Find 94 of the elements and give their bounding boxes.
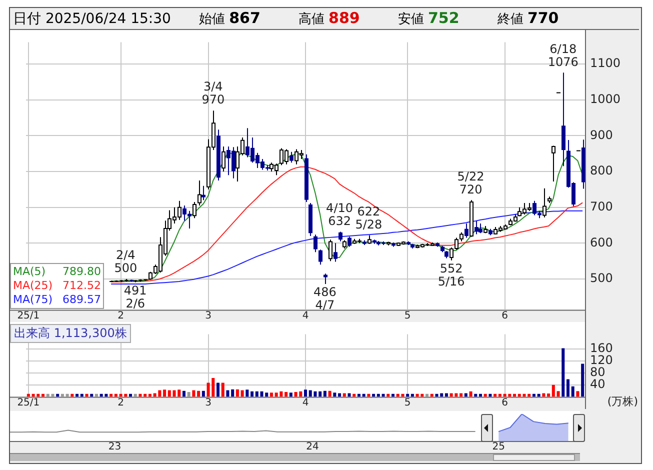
bar bbox=[216, 382, 220, 397]
series-label: MA(25) 712.52 bbox=[13, 279, 101, 293]
y-tick-label: 1100 bbox=[590, 56, 621, 70]
candlestick bbox=[464, 222, 469, 238]
x-tick-label: 6 bbox=[502, 310, 508, 322]
candlestick bbox=[333, 242, 338, 262]
x-tick-label: 6 bbox=[502, 397, 508, 408]
x-tick-label: 25/1 bbox=[17, 397, 40, 408]
bar bbox=[342, 393, 346, 397]
y-tick-label: 40 bbox=[590, 377, 606, 391]
annotation: 5/22 720 bbox=[457, 169, 484, 196]
annotation: 491 2/6 bbox=[124, 283, 147, 310]
text: MA(5) 789.80 bbox=[13, 265, 101, 278]
annotation: 6/18 1076 bbox=[548, 42, 578, 69]
bar bbox=[304, 390, 308, 397]
x-tick-label: 3 bbox=[205, 397, 212, 408]
bar bbox=[460, 393, 463, 397]
bar bbox=[202, 390, 205, 397]
bar bbox=[571, 386, 574, 397]
y-tick-label: 160 bbox=[590, 341, 613, 356]
bar bbox=[284, 392, 288, 397]
x-tick-label: 5 bbox=[404, 310, 411, 322]
y-tick-label: 600 bbox=[590, 235, 613, 250]
bar bbox=[547, 394, 550, 397]
bar bbox=[289, 392, 292, 397]
candlestick bbox=[318, 249, 323, 266]
bar bbox=[231, 389, 234, 397]
annotation: 552 5/16 bbox=[438, 261, 465, 288]
annotation: 486 4/7 bbox=[313, 285, 336, 312]
bar bbox=[240, 390, 244, 397]
bar bbox=[333, 392, 336, 397]
x-tick-label: 3 bbox=[205, 310, 212, 322]
text: 安値 752 bbox=[398, 9, 460, 27]
x-tick-label: 5 bbox=[404, 397, 411, 408]
y-tick-label: 1000 bbox=[590, 92, 621, 106]
bar bbox=[226, 390, 230, 397]
y-tick-label: 500 bbox=[590, 271, 613, 286]
bar bbox=[187, 392, 190, 397]
bar bbox=[581, 364, 584, 397]
bar bbox=[338, 393, 342, 397]
x-tick-label: 4 bbox=[302, 310, 309, 322]
x-tick-label: 25 bbox=[492, 442, 505, 453]
x-tick-label: 23 bbox=[108, 442, 122, 453]
x-tick-label: 2 bbox=[118, 310, 124, 322]
x-tick-label: 4 bbox=[302, 397, 309, 408]
bar bbox=[182, 390, 186, 397]
bar bbox=[197, 390, 200, 397]
x-tick-label: 2 bbox=[118, 397, 124, 408]
bar bbox=[250, 391, 254, 397]
y-tick-label: 120 bbox=[590, 353, 613, 368]
x-tick-label: 25/1 bbox=[17, 310, 40, 322]
bar bbox=[566, 379, 570, 397]
bar bbox=[464, 393, 468, 397]
candlestick bbox=[347, 236, 352, 248]
candlestick bbox=[289, 151, 294, 164]
text: 始値 867 bbox=[198, 9, 260, 27]
bar bbox=[576, 391, 580, 397]
text: 高値 889 bbox=[298, 9, 360, 27]
candlestick bbox=[338, 231, 343, 242]
bar bbox=[323, 390, 326, 397]
bar bbox=[221, 382, 224, 397]
candlestick bbox=[478, 222, 483, 234]
candlestick bbox=[313, 234, 318, 253]
bar bbox=[562, 348, 565, 397]
annotation: 2/4 500 bbox=[114, 248, 138, 276]
candlestick bbox=[323, 273, 328, 285]
bar bbox=[236, 389, 239, 397]
bar bbox=[163, 390, 166, 397]
bar bbox=[246, 390, 249, 397]
bar bbox=[270, 392, 273, 397]
y-tick-label: 800 bbox=[590, 164, 613, 178]
chart-title: 出来高 1,113,300株 bbox=[10, 324, 131, 343]
bar bbox=[542, 393, 546, 397]
bar bbox=[552, 384, 555, 397]
bar bbox=[328, 390, 332, 397]
annotation: 622 5/28 bbox=[355, 204, 382, 232]
bar bbox=[444, 393, 448, 397]
x-tick-label: 24 bbox=[306, 442, 319, 453]
y-tick-label: 900 bbox=[590, 128, 613, 142]
y-axis-title: (万株) bbox=[607, 394, 638, 409]
y-tick-label: 700 bbox=[590, 199, 613, 214]
candlestick bbox=[201, 185, 206, 201]
candlestick bbox=[474, 220, 479, 235]
annotation: 4/10 632 bbox=[326, 200, 354, 228]
bar bbox=[192, 390, 196, 397]
bar bbox=[348, 393, 351, 397]
annotation: 3/4 970 bbox=[202, 80, 225, 107]
bar bbox=[318, 391, 322, 397]
chart-title: 日付 2025/06/24 15:30 bbox=[13, 10, 171, 28]
y-tick-label: 80 bbox=[590, 365, 606, 380]
text: 終値 770 bbox=[497, 9, 559, 27]
series-label: MA(75) 689.57 bbox=[13, 293, 101, 307]
bar bbox=[556, 391, 560, 397]
bar bbox=[469, 391, 472, 397]
